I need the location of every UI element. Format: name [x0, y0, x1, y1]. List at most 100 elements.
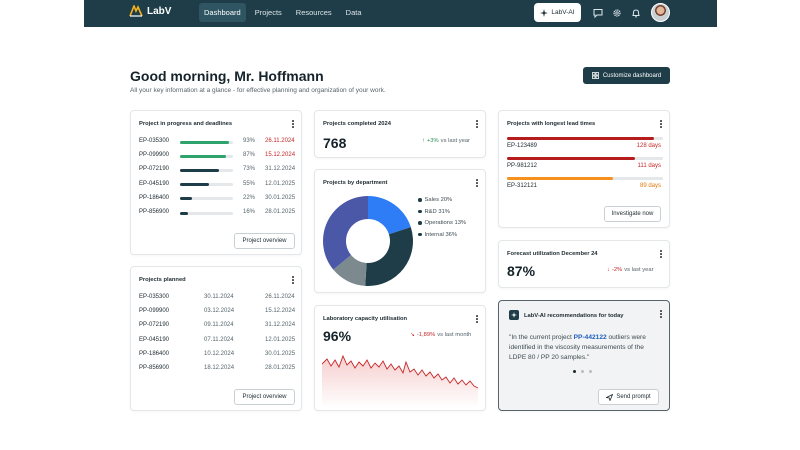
legend-dot [418, 221, 422, 225]
nav-dashboard[interactable]: Dashboard [199, 3, 246, 22]
end-date: 28.01.2025 [265, 365, 296, 371]
project-id[interactable]: EP-312121 [507, 183, 538, 189]
legend-label: Sales 20% [424, 197, 453, 203]
bell-icon[interactable] [631, 8, 641, 18]
project-id[interactable]: EP-123489 [507, 143, 538, 149]
forecast-value: 87% [507, 263, 536, 279]
customize-dashboard-button[interactable]: Customize dashboard [583, 67, 670, 84]
lead-times-card: Projects with longest lead times EP-1234… [498, 110, 670, 228]
project-id[interactable]: PP-856900 [139, 209, 170, 215]
start-date: 30.11.2024 [204, 294, 234, 300]
more-icon[interactable] [476, 315, 478, 323]
project-id[interactable]: PP-099900 [139, 152, 170, 159]
ai-recommendations-card: LabV-AI recommendations for today "In th… [498, 300, 670, 411]
end-date: 12.01.2025 [265, 336, 296, 343]
trend-suffix: vs last month [437, 332, 472, 338]
more-icon[interactable] [292, 120, 294, 128]
forecast-card: Forecast utilization December 24 87% ↓ -… [498, 240, 670, 288]
card-title: Forecast utilization December 24 [507, 251, 598, 257]
project-id[interactable]: PP-099900 [139, 308, 170, 315]
end-date: 26.11.2024 [265, 294, 295, 300]
send-prompt-label: Send prompt [616, 394, 651, 400]
project-id[interactable]: EP-035300 [139, 294, 170, 300]
project-link[interactable]: PP-442122 [573, 334, 607, 341]
labv-ai-button[interactable]: LabV-AI [534, 3, 581, 22]
card-title: Projects planned [139, 277, 186, 283]
sales-slice[interactable] [368, 196, 411, 235]
operations-slice[interactable] [333, 255, 367, 286]
legend-dot [418, 198, 422, 202]
project-overview-button[interactable]: Project overview [234, 233, 295, 249]
nav-projects[interactable]: Projects [254, 8, 282, 17]
more-icon[interactable] [476, 120, 478, 128]
progress-percent: 55% [243, 180, 256, 187]
internal-slice[interactable] [323, 196, 368, 270]
legend-item: Internal 36% [418, 232, 457, 238]
logo[interactable]: LabV [129, 5, 171, 17]
rnd-slice[interactable] [365, 227, 413, 286]
more-icon[interactable] [476, 179, 478, 187]
nav-resources[interactable]: Resources [295, 8, 332, 17]
progress-bar-fill [180, 140, 230, 144]
card-title: Projects by department [323, 180, 388, 186]
trend-down-icon: ↘ [410, 332, 415, 338]
card-title: Projects completed 2024 [323, 121, 391, 127]
customize-dashboard-label: Customize dashboard [602, 72, 662, 79]
project-id[interactable]: PP-072190 [139, 322, 170, 329]
gear-icon[interactable] [612, 8, 622, 18]
progress-bar-fill [180, 168, 219, 172]
project-id[interactable]: PP-981212 [507, 163, 538, 169]
top-nav: LabV Dashboard Projects Resources Data L… [84, 0, 717, 27]
nav-data[interactable]: Data [345, 8, 362, 17]
lead-time-bar-fill [507, 177, 614, 180]
more-icon[interactable] [660, 120, 662, 128]
trend-value: -2% [611, 267, 623, 273]
legend-dot [418, 209, 422, 214]
progress-bar [180, 183, 233, 187]
arrow-down-icon: ↓ [607, 267, 610, 273]
project-overview-button[interactable]: Project overview [234, 389, 295, 405]
forecast-trend: ↓ -2% vs last year [607, 267, 654, 273]
completed-trend: ↑ +3% vs last year [422, 138, 470, 144]
deadline-date: 30.01.2025 [265, 194, 296, 201]
lead-time-bar [507, 137, 663, 140]
progress-bar [180, 140, 233, 144]
project-id[interactable]: PP-186400 [139, 350, 170, 357]
end-date: 31.12.2024 [265, 322, 296, 329]
chat-icon[interactable] [593, 8, 603, 18]
send-icon [606, 393, 614, 401]
grid-icon [591, 72, 599, 79]
project-id[interactable]: EP-045190 [139, 336, 170, 343]
progress-bar-fill [180, 211, 189, 215]
more-icon[interactable] [660, 250, 662, 258]
lead-time-bar [507, 157, 663, 160]
project-id[interactable]: PP-856900 [139, 365, 170, 371]
legend-item: Sales 20% [418, 197, 452, 203]
more-icon[interactable] [292, 276, 294, 284]
trend-value: +3% [426, 138, 439, 144]
deadline-date: 31.12.2024 [265, 166, 296, 173]
project-id[interactable]: EP-035300 [139, 138, 170, 144]
lead-days: 89 days [639, 183, 661, 189]
avatar[interactable] [651, 3, 670, 22]
investigate-now-button[interactable]: Investigate now [604, 206, 661, 222]
project-id[interactable]: PP-072190 [139, 166, 170, 173]
capacity-trend: ↘ -1,89% vs last month [410, 332, 471, 338]
trend-suffix: vs last year [440, 138, 470, 144]
carousel-dots[interactable] [573, 370, 592, 373]
project-id[interactable]: PP-186400 [139, 194, 170, 201]
progress-bar [180, 168, 233, 172]
send-prompt-button[interactable]: Send prompt [598, 389, 659, 405]
lead-time-bar [507, 177, 663, 180]
progress-percent: 22% [243, 194, 256, 201]
progress-percent: 93% [243, 138, 256, 144]
deadline-date: 15.12.2024 [265, 152, 296, 159]
ai-recommendation-text: "In the current project PP-442122 outlie… [509, 333, 661, 363]
logo-icon [129, 5, 143, 17]
page-title: Good morning, Mr. Hoffmann [130, 68, 324, 84]
quote-after: outliers were identified in the viscosit… [509, 334, 646, 361]
start-date: 18.12.2024 [204, 365, 235, 371]
deadline-date: 28.01.2025 [265, 209, 296, 215]
project-id[interactable]: EP-045190 [139, 180, 170, 187]
more-icon[interactable] [660, 310, 662, 318]
